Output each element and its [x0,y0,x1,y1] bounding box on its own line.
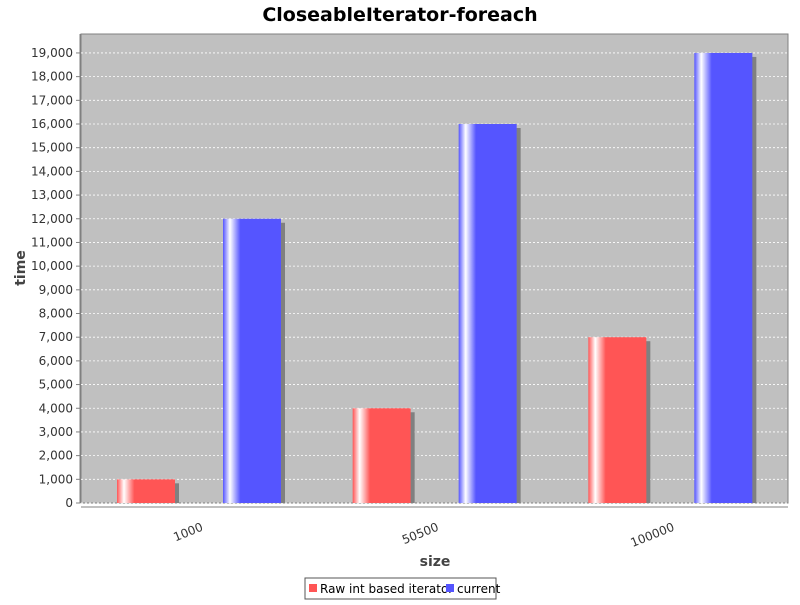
y-tick-label: 14,000 [31,164,73,178]
y-tick-label: 18,000 [31,70,73,84]
bar-raw-int-based-iterator-100000 [588,337,647,503]
y-tick-label: 16,000 [31,117,73,131]
bar-current-1000 [223,218,281,503]
plot-area [80,33,789,504]
bar-raw-int-based-iterator-50500 [352,408,411,503]
legend-swatch [446,584,454,592]
y-tick-label: 17,000 [31,93,73,107]
y-tick-label: 12,000 [31,212,73,226]
y-tick-label: 0 [65,496,73,510]
legend-label: Raw int based iterator [320,582,453,596]
x-tick-label: 1000 [171,520,205,544]
x-axis: 1000 50500 100000 [81,506,788,550]
chart-title: CloseableIterator-foreach [262,4,537,26]
bars [117,52,757,503]
y-tick-label: 4,000 [39,401,73,415]
bar-current-100000 [694,52,753,503]
y-tick-label: 5,000 [39,378,73,392]
y-tick-label: 6,000 [39,354,73,368]
x-tick-label: 100000 [629,520,677,550]
bar-current-50500 [458,124,517,503]
x-axis-label: size [420,554,451,570]
y-axis-label: time [13,250,29,286]
y-tick-label: 15,000 [31,141,73,155]
legend-swatch [309,584,317,592]
y-tick-label: 2,000 [39,449,73,463]
y-tick-label: 3,000 [39,425,73,439]
y-tick-label: 19,000 [31,46,73,60]
y-tick-label: 10,000 [31,259,73,273]
legend-label: current [457,582,501,596]
y-tick-label: 9,000 [39,283,73,297]
grid-lines [81,52,788,504]
y-tick-label: 11,000 [31,235,73,249]
legend: Raw int based iterator current [304,577,501,600]
bar-raw-int-based-iterator-1000 [117,479,175,503]
y-tick-label: 7,000 [39,330,73,344]
y-tick-label: 1,000 [39,472,73,486]
y-tick-label: 8,000 [39,307,73,321]
x-tick-label: 50500 [400,520,441,547]
y-tick-label: 13,000 [31,188,73,202]
y-axis: 0 1,000 2,000 3,000 4,000 5,000 6,000 7,000 8,00… [31,34,81,510]
legend-box [304,577,497,600]
